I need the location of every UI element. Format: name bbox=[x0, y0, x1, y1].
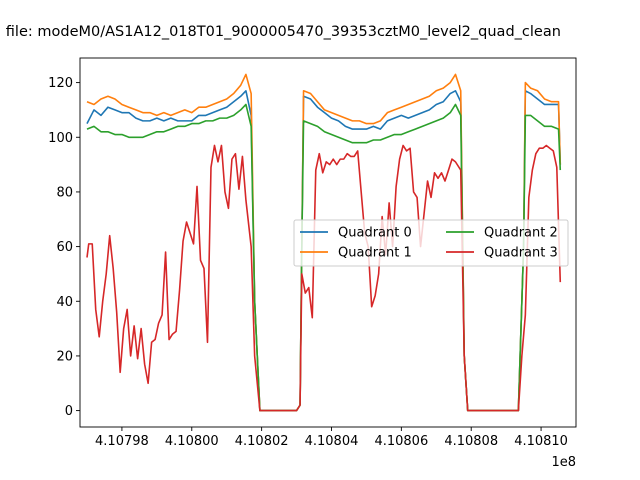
y-tick-label: 60 bbox=[56, 240, 73, 255]
x-axis: 4.10798 4.10800 4.10802 4.10804 4.10806 4.108… bbox=[95, 427, 568, 449]
legend-box bbox=[293, 219, 569, 267]
legend: Quadrant 0 Quadrant 1 Quadrant 2 Quadran… bbox=[293, 219, 569, 267]
legend-label-quadrant-2: Quadrant 2 bbox=[484, 226, 558, 241]
y-tick-label: 0 bbox=[65, 404, 73, 419]
x-tick-label: 4.10810 bbox=[514, 434, 568, 449]
x-tick-label: 4.10802 bbox=[235, 434, 289, 449]
y-tick-label: 120 bbox=[48, 76, 73, 91]
plot-area bbox=[79, 57, 577, 428]
x-tick-label: 4.10808 bbox=[444, 434, 498, 449]
x-tick-label: 4.10806 bbox=[374, 434, 428, 449]
x-tick-label: 4.10804 bbox=[305, 434, 359, 449]
x-offset-label: 1e8 bbox=[551, 455, 576, 470]
y-tick-label: 100 bbox=[48, 131, 73, 146]
chart-title: n file: modeM0/AS1A12_018T01_9000005470_… bbox=[0, 24, 561, 40]
x-tick-label: 4.10798 bbox=[95, 434, 149, 449]
legend-label-quadrant-0: Quadrant 0 bbox=[338, 226, 412, 241]
legend-label-quadrant-3: Quadrant 3 bbox=[484, 246, 558, 261]
x-tick-label: 4.10800 bbox=[165, 434, 219, 449]
y-tick-label: 80 bbox=[56, 185, 73, 200]
series-line-quadrant-3 bbox=[86, 144, 562, 412]
y-tick-label: 40 bbox=[56, 295, 73, 310]
legend-label-quadrant-1: Quadrant 1 bbox=[338, 246, 412, 261]
series-layer bbox=[86, 73, 562, 412]
y-tick-label: 20 bbox=[56, 349, 73, 364]
y-axis: 0 20 40 60 80 100 120 bbox=[48, 76, 80, 419]
